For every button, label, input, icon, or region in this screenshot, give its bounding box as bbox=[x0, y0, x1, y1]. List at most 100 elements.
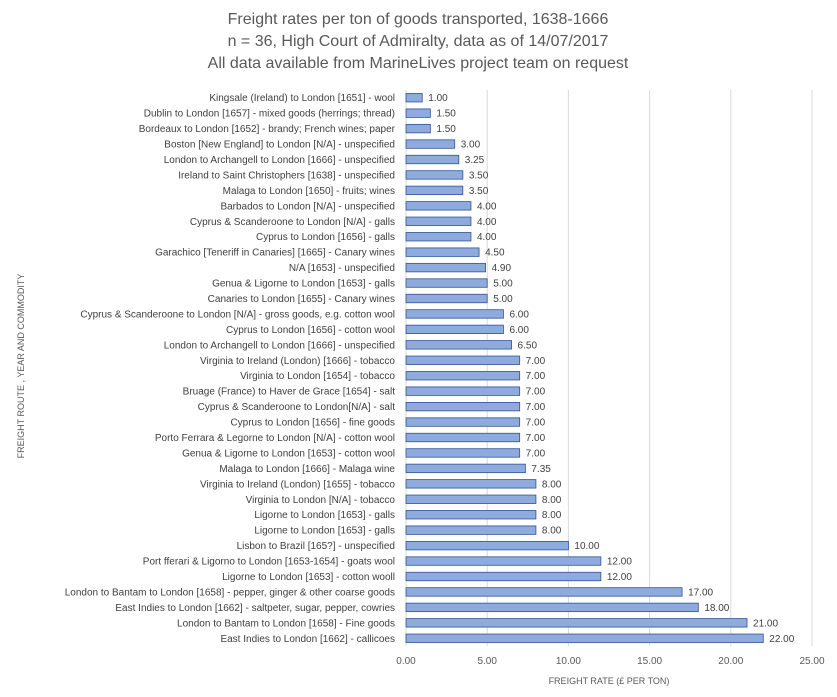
category-label: Ligorne to London [1653] - galls bbox=[254, 510, 395, 521]
category-label: London to Archangell to London [1666] - … bbox=[164, 155, 395, 166]
category-label: Ireland to Saint Christophers [1638] - u… bbox=[178, 170, 395, 181]
data-label: 7.35 bbox=[531, 464, 551, 475]
data-label: 5.00 bbox=[493, 279, 513, 290]
data-label: 4.00 bbox=[477, 217, 497, 228]
category-label: Virginia to London [N/A] - tobacco bbox=[246, 495, 396, 506]
category-label: Cyprus & Scanderoone to London[N/A] - sa… bbox=[198, 402, 396, 413]
category-label: East Indies to London [1662] - saltpeter… bbox=[115, 603, 395, 614]
bar bbox=[405, 340, 512, 350]
data-label: 7.00 bbox=[526, 448, 546, 459]
bar bbox=[405, 324, 504, 335]
category-label: Port fferari & Ligorno to London [1653-1… bbox=[143, 557, 395, 568]
data-label: 7.00 bbox=[526, 402, 546, 413]
category-label: Cyprus & Scanderoone to London [N/A] - g… bbox=[190, 217, 395, 228]
x-tick-label: 10.00 bbox=[556, 656, 581, 667]
bar bbox=[405, 463, 526, 474]
data-label: 4.00 bbox=[477, 201, 497, 212]
data-label: 7.00 bbox=[526, 418, 546, 429]
data-label: 1.50 bbox=[436, 124, 456, 135]
category-label: Ligorne to London [1653] - galls bbox=[254, 526, 395, 537]
bar bbox=[405, 494, 537, 504]
bar bbox=[405, 618, 748, 628]
bar bbox=[405, 139, 456, 149]
data-label: 18.00 bbox=[704, 603, 729, 614]
y-axis-title: FREIGHT ROUTE , YEAR AND COMMODITY bbox=[16, 274, 26, 459]
category-label: Malaga to London [1666] - Malaga wine bbox=[219, 464, 395, 475]
data-labels: 1.00 1.50 1.50 3.00 3.25 3.50 3.50 4.00 4.00 4.00… bbox=[428, 93, 795, 645]
category-label: London to Archangell to London [1666] - … bbox=[164, 340, 395, 351]
data-label: 8.00 bbox=[542, 479, 562, 490]
category-label: Dublin to London [1657] - mixed goods (h… bbox=[144, 109, 395, 120]
bar bbox=[405, 262, 486, 273]
bar bbox=[405, 540, 569, 551]
data-label: 22.00 bbox=[769, 634, 794, 645]
bar bbox=[405, 371, 521, 381]
category-label: Virginia to Ireland (London) [1666] - to… bbox=[200, 356, 395, 367]
category-label: Genua & Ligorne to London [1653] - cotto… bbox=[182, 448, 395, 459]
x-tick-label: 5.00 bbox=[477, 656, 497, 667]
category-label: London to Bantam to London [1658] - Fine… bbox=[177, 618, 395, 629]
bar bbox=[405, 232, 472, 242]
category-label: East Indies to London [1662] - callicoes bbox=[220, 634, 395, 645]
bar bbox=[405, 201, 472, 211]
data-label: 5.00 bbox=[493, 294, 513, 305]
category-label: Genua & Ligorne to London [1653] - galls bbox=[212, 279, 395, 290]
chart-title-line-2: n = 36, High Court of Admiralty, data as… bbox=[228, 33, 609, 50]
gridlines bbox=[405, 90, 813, 646]
bar bbox=[405, 432, 521, 443]
category-label: Bordeaux to London [1652] - brandy; Fren… bbox=[139, 124, 396, 135]
bar bbox=[405, 417, 521, 427]
data-label: 4.50 bbox=[485, 248, 505, 259]
category-label: Boston [New England] to London [N/A] - u… bbox=[164, 140, 395, 151]
data-label: 3.25 bbox=[465, 155, 485, 166]
data-label: 1.00 bbox=[428, 93, 448, 104]
bar bbox=[405, 602, 699, 613]
x-tick-label: 15.00 bbox=[637, 656, 662, 667]
category-label: Garachico [Teneriff in Canaries] [1665] … bbox=[155, 248, 395, 259]
chart-title-line-1: Freight rates per ton of goods transport… bbox=[228, 11, 609, 28]
category-label: Virginia to Ireland (London) [1655] - to… bbox=[200, 479, 395, 490]
data-label: 12.00 bbox=[607, 572, 632, 583]
x-axis-ticks: 0.00 5.00 10.00 15.00 20.00 25.00 bbox=[396, 656, 825, 667]
category-label: Bruage (France) to Haver de Grace [1654]… bbox=[183, 387, 396, 398]
data-label: 6.50 bbox=[518, 340, 538, 351]
data-label: 8.00 bbox=[542, 526, 562, 537]
data-label: 7.00 bbox=[526, 387, 546, 398]
bar bbox=[405, 401, 521, 412]
bars bbox=[405, 93, 764, 643]
data-label: 8.00 bbox=[542, 510, 562, 521]
bar bbox=[405, 293, 488, 304]
category-label: Kingsale (Ireland) to London [1651] - wo… bbox=[209, 93, 395, 104]
bar bbox=[405, 309, 504, 319]
category-label: Cyprus to London [1656] - galls bbox=[256, 232, 395, 243]
category-label: Cyprus & Scanderoone to London [N/A] - g… bbox=[80, 309, 395, 320]
data-label: 7.00 bbox=[526, 356, 546, 367]
bar bbox=[405, 247, 480, 257]
data-label: 7.00 bbox=[526, 433, 546, 444]
bar bbox=[405, 510, 537, 520]
data-label: 6.00 bbox=[509, 309, 529, 320]
category-label: Barbados to London [N/A] - unspecified bbox=[220, 201, 395, 212]
bar bbox=[405, 154, 460, 165]
category-label: Ligorne to London [1653] - cotton wooll bbox=[222, 572, 395, 583]
bar bbox=[405, 448, 521, 458]
data-label: 3.00 bbox=[461, 140, 481, 151]
bar bbox=[405, 123, 431, 134]
category-label: Canaries to London [1655] - Canary wines bbox=[208, 294, 395, 305]
data-label: 8.00 bbox=[542, 495, 562, 506]
bar bbox=[405, 479, 537, 489]
category-label: Cyprus to London [1656] - cotton wool bbox=[226, 325, 395, 336]
category-label: Malaga to London [1650] - fruits; wines bbox=[223, 186, 395, 197]
data-label: 3.50 bbox=[469, 186, 489, 197]
x-tick-label: 0.00 bbox=[396, 656, 416, 667]
x-tick-label: 20.00 bbox=[718, 656, 743, 667]
category-label: Porto Ferrara & Legorne to London [N/A] … bbox=[155, 433, 395, 444]
category-label: Virginia to London [1654] - tobacco bbox=[240, 371, 395, 382]
bar bbox=[405, 571, 602, 582]
x-axis-title: FREIGHT RATE (£ PER TON) bbox=[549, 676, 670, 686]
data-label: 21.00 bbox=[753, 618, 778, 629]
category-labels: Kingsale (Ireland) to London [1651] - wo… bbox=[65, 93, 396, 645]
data-label: 17.00 bbox=[688, 587, 713, 598]
bar bbox=[405, 587, 683, 597]
